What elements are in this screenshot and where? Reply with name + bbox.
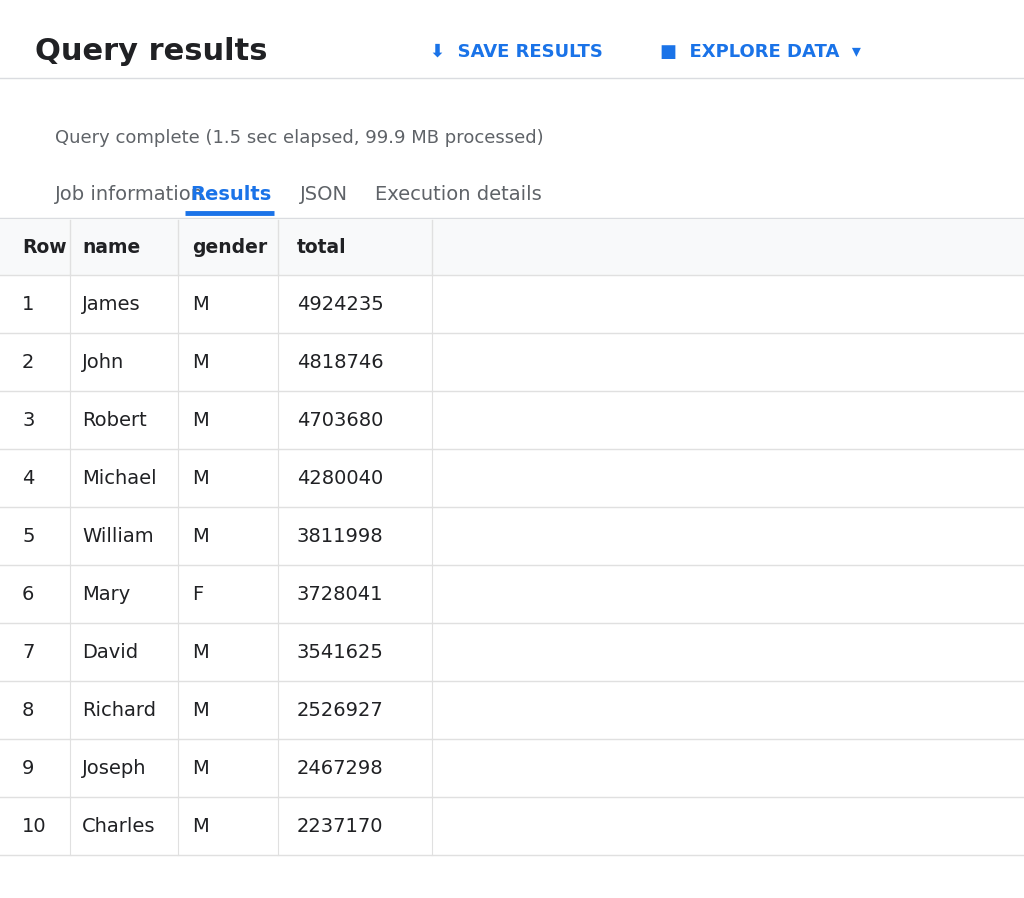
- Text: 4818746: 4818746: [297, 353, 384, 372]
- Text: 4703680: 4703680: [297, 410, 383, 429]
- Text: Charles: Charles: [82, 816, 156, 835]
- Text: Results: Results: [190, 186, 271, 205]
- Bar: [0, 391, 1024, 449]
- Text: Michael: Michael: [82, 469, 157, 488]
- Bar: [0, 220, 1024, 275]
- Bar: [0, 739, 1024, 797]
- Text: name: name: [82, 238, 140, 257]
- Text: Robert: Robert: [82, 410, 146, 429]
- Text: 3811998: 3811998: [297, 526, 384, 545]
- Bar: [0, 797, 1024, 855]
- Text: 2526927: 2526927: [297, 700, 384, 719]
- Text: 9: 9: [22, 759, 35, 778]
- Text: 6: 6: [22, 585, 35, 603]
- Text: Richard: Richard: [82, 700, 156, 719]
- Bar: [0, 333, 1024, 391]
- Text: David: David: [82, 642, 138, 662]
- Text: 3: 3: [22, 410, 35, 429]
- Text: Mary: Mary: [82, 585, 130, 603]
- Text: JSON: JSON: [300, 186, 348, 205]
- Text: M: M: [193, 816, 209, 835]
- Text: Query complete (1.5 sec elapsed, 99.9 MB processed): Query complete (1.5 sec elapsed, 99.9 MB…: [55, 129, 544, 147]
- Text: M: M: [193, 759, 209, 778]
- Text: F: F: [193, 585, 203, 603]
- Bar: [0, 449, 1024, 507]
- Text: M: M: [193, 295, 209, 313]
- Text: 5: 5: [22, 526, 35, 545]
- Text: M: M: [193, 642, 209, 662]
- Text: total: total: [297, 238, 347, 257]
- Text: M: M: [193, 353, 209, 372]
- Text: Joseph: Joseph: [82, 759, 146, 778]
- Text: 2237170: 2237170: [297, 816, 384, 835]
- Text: ■  EXPLORE DATA  ▾: ■ EXPLORE DATA ▾: [660, 43, 861, 61]
- Text: Execution details: Execution details: [375, 186, 542, 205]
- Text: James: James: [82, 295, 140, 313]
- Text: M: M: [193, 700, 209, 719]
- Text: M: M: [193, 410, 209, 429]
- Text: 3541625: 3541625: [297, 642, 384, 662]
- Text: 1: 1: [22, 295, 35, 313]
- Text: 8: 8: [22, 700, 35, 719]
- Text: gender: gender: [193, 238, 267, 257]
- Bar: [0, 681, 1024, 739]
- Text: M: M: [193, 469, 209, 488]
- Text: ⬇  SAVE RESULTS: ⬇ SAVE RESULTS: [430, 43, 603, 61]
- Bar: [0, 507, 1024, 565]
- Text: 7: 7: [22, 642, 35, 662]
- Bar: [0, 565, 1024, 623]
- Text: Job information: Job information: [55, 186, 204, 205]
- Text: 4924235: 4924235: [297, 295, 384, 313]
- Text: William: William: [82, 526, 154, 545]
- Text: 4280040: 4280040: [297, 469, 383, 488]
- Text: 2467298: 2467298: [297, 759, 384, 778]
- Text: M: M: [193, 526, 209, 545]
- Text: 10: 10: [22, 816, 47, 835]
- Text: Query results: Query results: [35, 38, 267, 66]
- Text: John: John: [82, 353, 124, 372]
- Bar: [0, 623, 1024, 681]
- Text: 3728041: 3728041: [297, 585, 384, 603]
- Text: 4: 4: [22, 469, 35, 488]
- Text: Row: Row: [22, 238, 67, 257]
- Text: 2: 2: [22, 353, 35, 372]
- Bar: [0, 275, 1024, 333]
